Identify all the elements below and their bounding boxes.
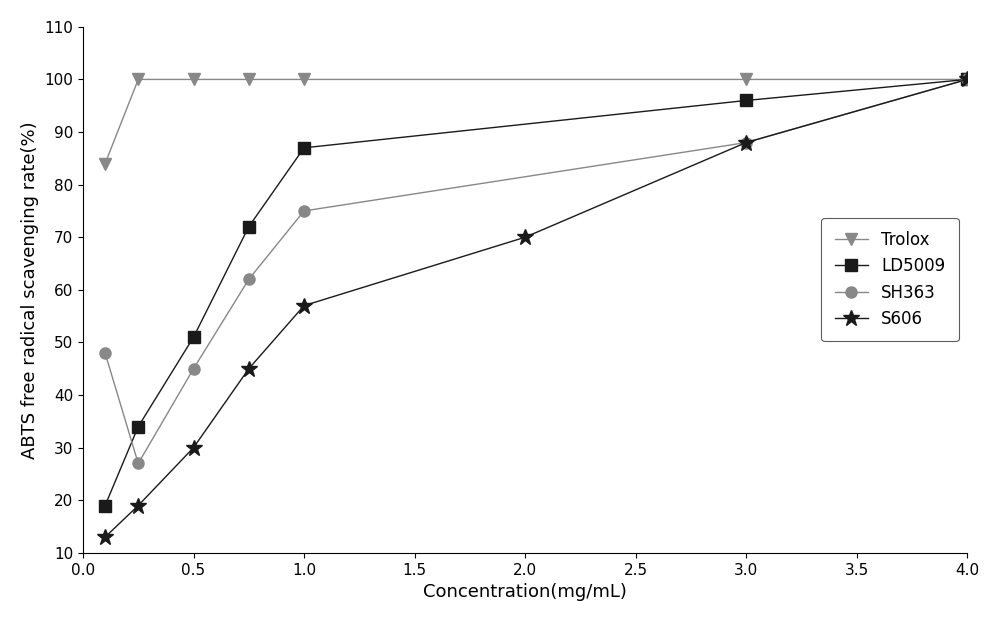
Trolox: [298, 76, 310, 83]
Trolox: [243, 76, 255, 83]
S606: [740, 139, 752, 146]
SH363: [99, 350, 111, 357]
SH363: [961, 76, 973, 83]
S606: [298, 302, 310, 309]
LD5009: [243, 223, 255, 231]
S606: [519, 233, 531, 241]
Line: SH363: SH363: [100, 74, 973, 469]
SH363: [298, 207, 310, 215]
LD5009: [961, 76, 973, 83]
SH363: [132, 460, 144, 467]
Line: LD5009: LD5009: [100, 74, 973, 511]
S606: [961, 76, 973, 83]
S606: [132, 502, 144, 509]
SH363: [188, 365, 200, 373]
S606: [99, 534, 111, 541]
Trolox: [961, 76, 973, 83]
S606: [188, 444, 200, 452]
S606: [243, 365, 255, 373]
SH363: [243, 276, 255, 283]
Legend: Trolox, LD5009, SH363, S606: Trolox, LD5009, SH363, S606: [821, 218, 959, 341]
Y-axis label: ABTS free radical scavenging rate(%): ABTS free radical scavenging rate(%): [21, 121, 39, 458]
Trolox: [99, 160, 111, 167]
Trolox: [188, 76, 200, 83]
LD5009: [298, 144, 310, 152]
Trolox: [740, 76, 752, 83]
Trolox: [132, 76, 144, 83]
Line: Trolox: Trolox: [99, 73, 973, 170]
LD5009: [740, 97, 752, 104]
SH363: [740, 139, 752, 146]
Line: S606: S606: [97, 71, 975, 545]
LD5009: [132, 423, 144, 430]
X-axis label: Concentration(mg/mL): Concentration(mg/mL): [423, 583, 627, 601]
LD5009: [188, 333, 200, 341]
LD5009: [99, 502, 111, 509]
